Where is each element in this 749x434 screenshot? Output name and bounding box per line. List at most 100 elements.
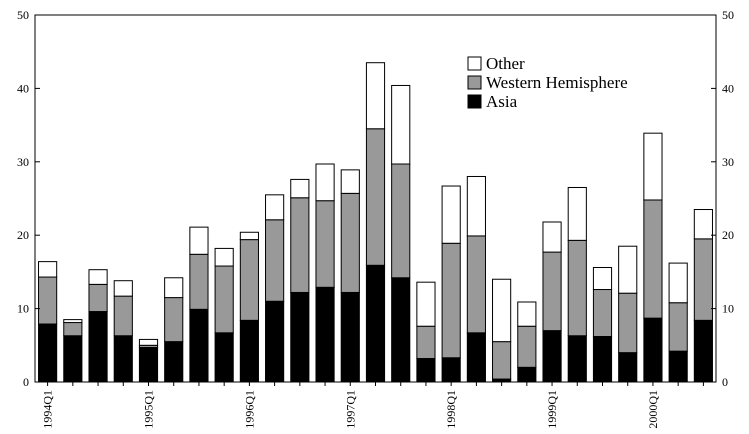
bar-segment-other: [265, 194, 285, 221]
bar-segment-western-hemisphere: [567, 239, 587, 337]
bar-segment-other: [668, 262, 688, 304]
bar-segment-other: [567, 186, 587, 241]
bar-segment-other: [416, 281, 436, 327]
bar-segment-asia: [63, 335, 83, 383]
bar-segment-asia: [38, 323, 58, 383]
bar-segment-asia: [340, 291, 360, 383]
bar-segment-western-hemisphere: [38, 276, 58, 325]
bar-segment-western-hemisphere: [668, 302, 688, 352]
bar-segment-other: [517, 301, 537, 327]
bar-segment-other: [239, 231, 259, 241]
bar-segment-other: [441, 185, 461, 244]
legend-swatch-other: [467, 56, 482, 71]
bar-segment-western-hemisphere: [113, 295, 133, 337]
x-tick-label: 1995Q1: [142, 390, 156, 429]
y-tick-label-right: 40: [722, 81, 734, 95]
legend-label-other: Other: [486, 54, 525, 73]
y-tick-label-left: 0: [23, 375, 29, 389]
bar-segment-asia: [88, 311, 108, 383]
bar-segment-other: [340, 169, 360, 194]
bar-segment-other: [88, 269, 108, 285]
bar-segment-asia: [113, 335, 133, 383]
bar-segment-western-hemisphere: [517, 325, 537, 368]
y-tick-label-right: 0: [722, 375, 728, 389]
bar-segment-western-hemisphere: [214, 265, 234, 334]
bar-segment-other: [466, 175, 486, 237]
bar-segment-asia: [618, 352, 638, 383]
x-tick-label: 1996Q1: [242, 390, 256, 429]
bar-segment-other: [592, 266, 613, 291]
x-tick-label: 2000Q1: [646, 390, 660, 429]
bar-segment-asia: [315, 286, 335, 383]
y-tick-label-right: 10: [722, 302, 734, 316]
bar-segment-other: [643, 132, 663, 201]
bar-segment-asia: [239, 319, 259, 383]
bar-segment-asia: [164, 341, 184, 383]
bar-segment-other: [113, 280, 133, 297]
bar-segment-western-hemisphere: [265, 219, 285, 302]
bar-segment-asia: [567, 335, 587, 383]
bar-segment-western-hemisphere: [391, 163, 411, 279]
bar-segment-asia: [138, 347, 159, 383]
bar-segment-western-hemisphere: [340, 192, 360, 293]
bar-segment-asia: [265, 300, 285, 383]
bar-segment-western-hemisphere: [492, 341, 512, 380]
bar-segment-asia: [643, 317, 663, 383]
y-tick-label-left: 20: [17, 228, 29, 242]
bar-segment-asia: [441, 357, 461, 383]
bar-segment-western-hemisphere: [416, 325, 436, 360]
bar-segment-other: [214, 247, 234, 267]
y-tick-label-right: 50: [722, 8, 734, 22]
x-tick-label: 1994Q1: [41, 390, 55, 429]
bar-segment-asia: [668, 350, 688, 383]
bar-segment-western-hemisphere: [365, 128, 386, 266]
bar-segment-western-hemisphere: [542, 251, 562, 332]
bar-segment-asia: [416, 358, 436, 383]
bar-segment-asia: [189, 308, 209, 383]
bar-segment-other: [618, 245, 638, 294]
bar-segment-western-hemisphere: [88, 283, 108, 313]
bar-segment-asia: [517, 366, 537, 383]
bar-segment-asia: [466, 332, 486, 383]
bar-segment-western-hemisphere: [63, 322, 83, 337]
bar-segment-other: [189, 226, 209, 255]
y-tick-label-right: 30: [722, 155, 734, 169]
bar-segment-other: [315, 163, 335, 202]
bar-segment-western-hemisphere: [592, 289, 613, 337]
x-tick-label: 1998Q1: [444, 390, 458, 429]
y-tick-label-right: 20: [722, 228, 734, 242]
legend-label-western-hemisphere: Western Hemisphere: [486, 73, 628, 92]
bar-segment-asia: [391, 277, 411, 383]
bar-segment-western-hemisphere: [693, 238, 713, 321]
x-tick-label: 1997Q1: [343, 390, 357, 429]
bar-segment-other: [138, 338, 159, 346]
legend-swatch-western-hemisphere: [467, 75, 482, 90]
bars-group: [38, 62, 713, 383]
bar-segment-western-hemisphere: [164, 297, 184, 343]
bar-segment-other: [290, 178, 310, 199]
bar-segment-western-hemisphere: [618, 292, 638, 354]
bar-segment-other: [365, 62, 386, 130]
bar-segment-other: [391, 84, 411, 165]
bar-segment-asia: [365, 264, 386, 383]
bar-segment-asia: [214, 332, 234, 383]
y-tick-label-left: 50: [17, 8, 29, 22]
x-tick-label: 1999Q1: [545, 390, 559, 429]
bar-segment-other: [693, 209, 713, 240]
bar-segment-asia: [542, 330, 562, 383]
bar-segment-asia: [592, 335, 613, 383]
bar-segment-other: [542, 221, 562, 253]
bar-segment-asia: [290, 291, 310, 383]
y-tick-label-left: 10: [17, 302, 29, 316]
legend-swatch-asia: [467, 94, 482, 109]
ticks-group: 0 0 10 10 20 20 30 30 40 40 50 50 1994Q1 1995Q1 1996Q1…: [17, 8, 734, 429]
bar-segment-western-hemisphere: [643, 199, 663, 319]
bar-segment-western-hemisphere: [315, 200, 335, 288]
bar-segment-western-hemisphere: [466, 235, 486, 334]
bar-segment-other: [38, 261, 58, 278]
bar-segment-other: [63, 319, 83, 324]
bar-segment-western-hemisphere: [290, 197, 310, 293]
bar-segment-other: [492, 278, 512, 343]
